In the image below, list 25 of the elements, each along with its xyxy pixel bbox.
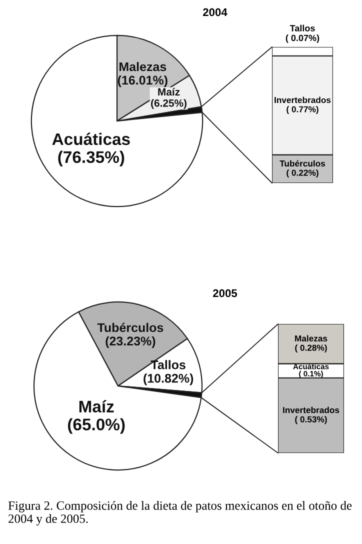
text: Figura 2. Composición de la dieta de patos mexicanos en el otoño de 2004 y de 2005.	[8, 501, 352, 526]
slice-label: Acuáticas	[52, 132, 130, 146]
data-label: (23.23%)	[106, 336, 156, 348]
data-label: ( 0.53%)	[295, 416, 327, 424]
slice-label: Maíz	[79, 400, 114, 412]
series-label: Tallos	[290, 24, 315, 32]
chart-title: 2005	[213, 289, 238, 298]
data-label: (10.82%)	[144, 374, 194, 386]
chart-title: 2004	[203, 8, 228, 16]
series-label: Tubérculos	[280, 160, 326, 167]
data-label: (76.35%)	[58, 150, 124, 166]
data-label: ( 0.07%)	[286, 34, 320, 43]
data-label: (65.0%)	[68, 418, 125, 434]
slice-label: Tubérculos	[97, 322, 164, 332]
slice-label: Tallos	[150, 360, 186, 370]
series-label: Malezas	[295, 335, 328, 342]
slice-label: Malezas	[120, 62, 166, 72]
data-label: (16.01%)	[118, 75, 168, 88]
series-label: Invertebrados	[274, 96, 331, 104]
data-label: ( 0.22%)	[286, 170, 318, 178]
data-label: ( 0.28%)	[295, 344, 327, 352]
series-label: Invertebrados	[283, 406, 340, 414]
data-label: ( 0.77%)	[286, 106, 318, 114]
data-label: (6.25%)	[151, 99, 186, 109]
slice-label: Maíz	[158, 88, 180, 96]
